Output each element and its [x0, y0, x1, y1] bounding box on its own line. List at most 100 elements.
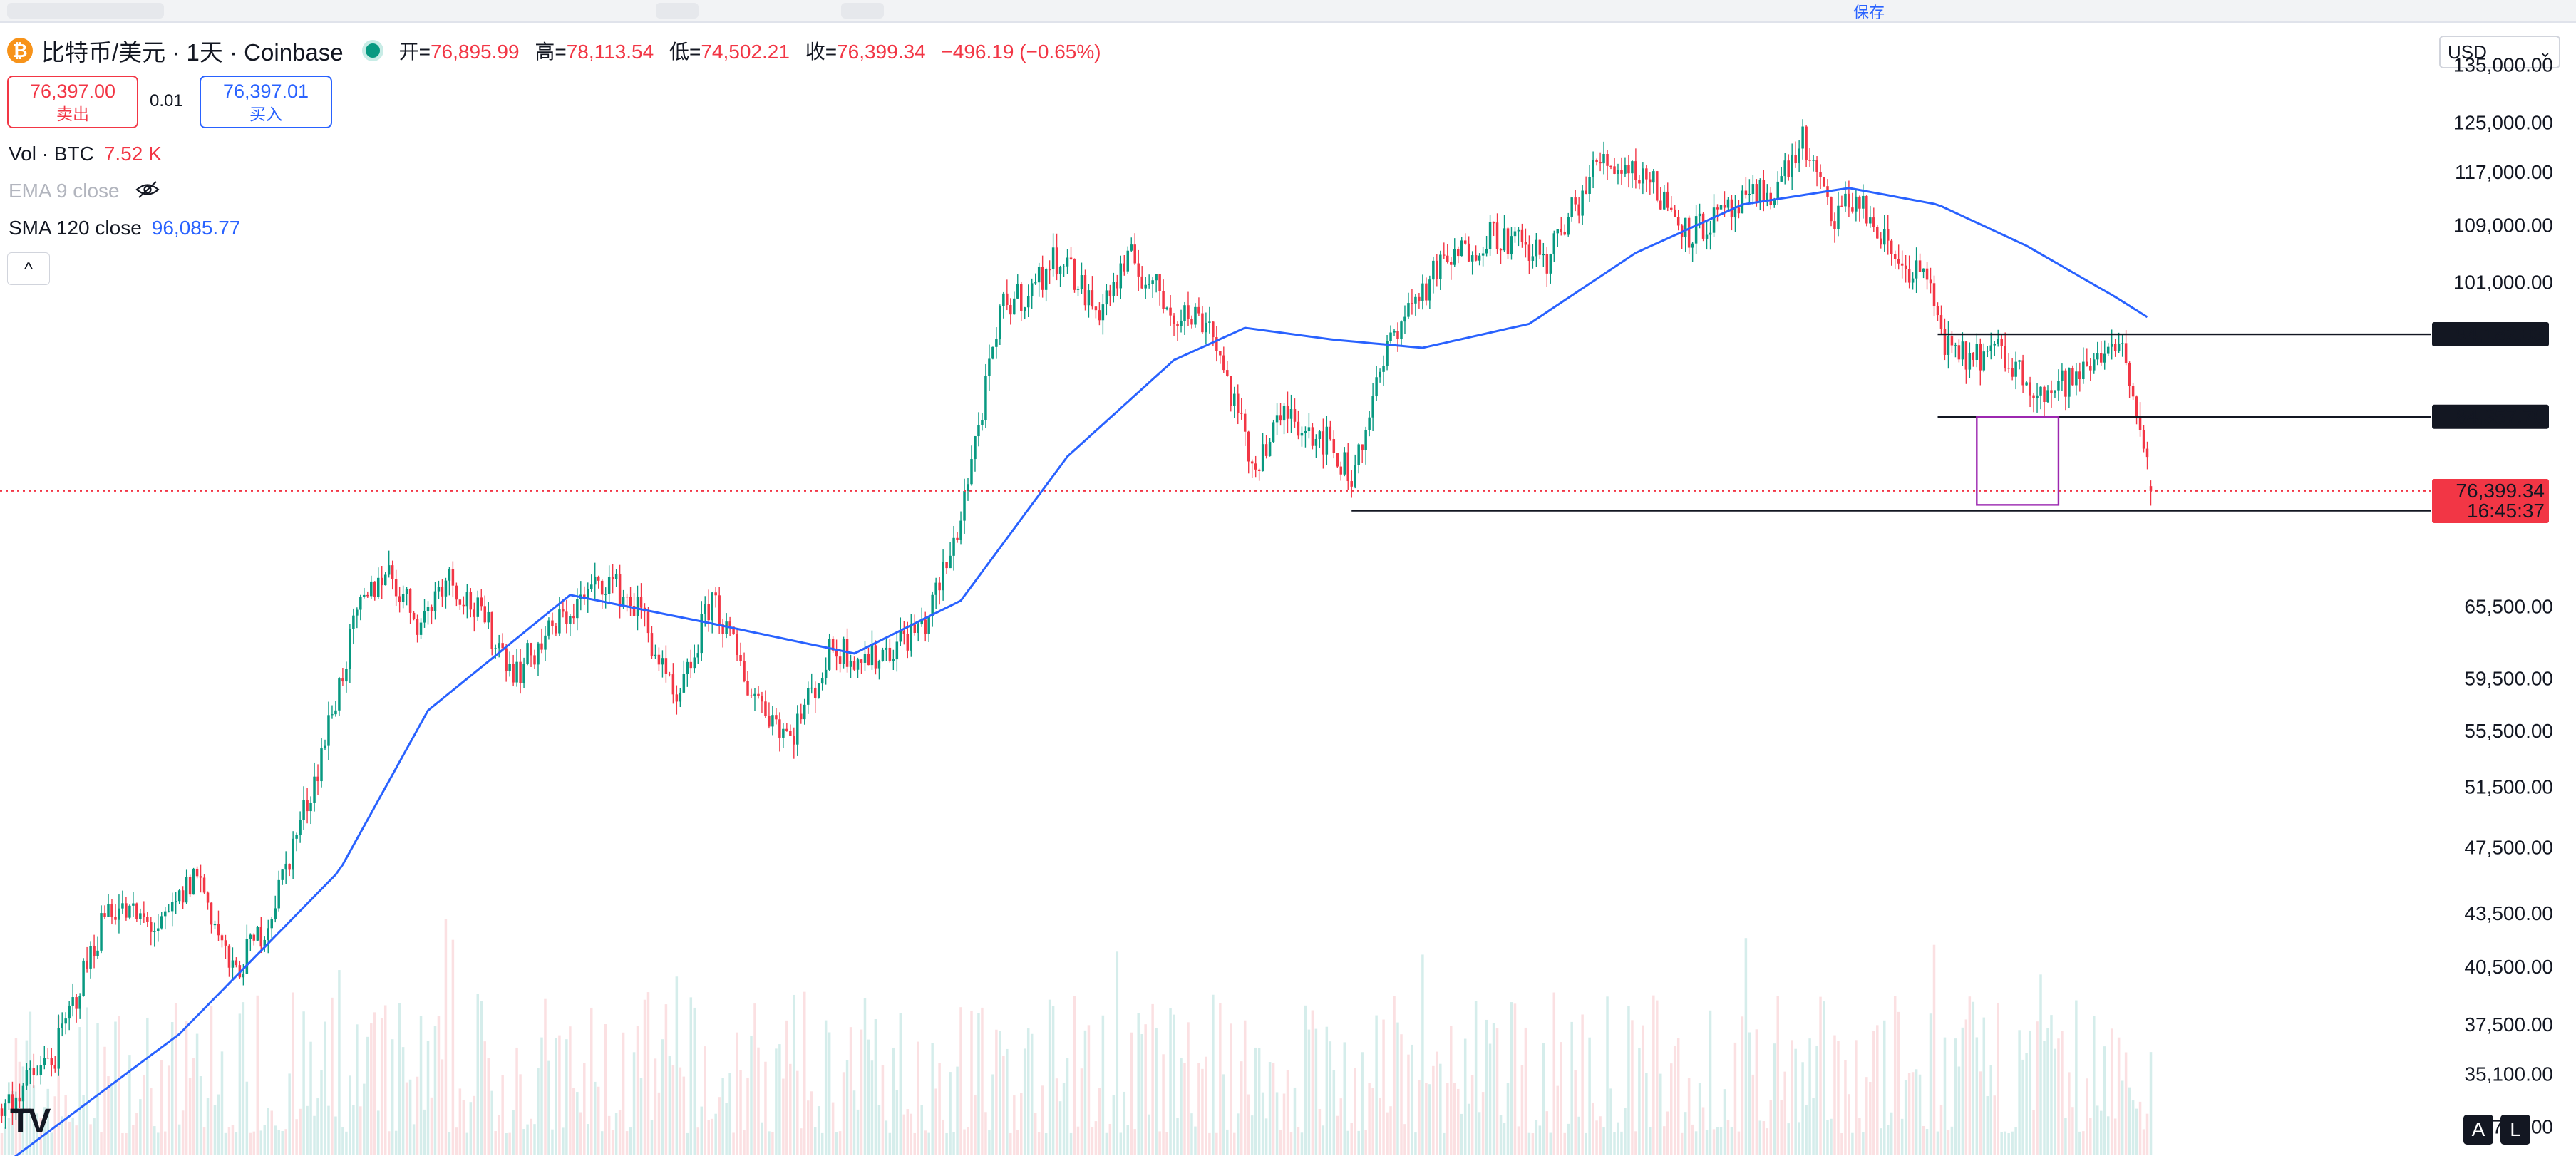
candle-body — [1943, 329, 1947, 355]
candle-body — [746, 681, 749, 696]
candle-body — [700, 614, 703, 654]
sma-line — [14, 187, 2148, 1156]
price-axis[interactable]: 135,000.00 125,000.00 117,000.00 109,000.00… — [2432, 54, 2553, 1138]
candle-body — [1773, 199, 1776, 205]
volume-bar — [530, 1118, 532, 1155]
sell-button[interactable]: 76,397.00 卖出 — [7, 76, 138, 128]
volume-bar — [1798, 1122, 1800, 1155]
candle-body — [181, 890, 185, 903]
candle-body — [1520, 229, 1524, 242]
candle-body — [398, 596, 401, 602]
volume-bar — [78, 1027, 81, 1155]
candle-body — [547, 620, 550, 636]
candle-body — [1403, 316, 1406, 322]
candle-body — [1705, 234, 1709, 239]
candle-body — [956, 537, 959, 540]
volume-bar — [999, 1031, 1001, 1155]
volume-bar — [611, 1130, 614, 1155]
toolbar-search[interactable] — [7, 3, 164, 19]
candle-body — [61, 1023, 63, 1028]
candle-body — [1972, 353, 1975, 360]
volume-bar — [2106, 1116, 2110, 1155]
volume-bar — [487, 1058, 490, 1155]
volume-bar — [646, 992, 650, 1155]
candle-body — [1649, 179, 1652, 183]
toolbar-button[interactable] — [841, 3, 884, 19]
volume-indicator-legend[interactable]: Vol · BTC 7.52 K — [9, 143, 162, 165]
toolbar-button[interactable] — [656, 3, 699, 19]
candle-body — [1257, 469, 1261, 471]
volume-bar — [1026, 1028, 1030, 1155]
currency-select[interactable]: USD ⌄ — [2439, 36, 2560, 68]
candle-body — [1058, 267, 1062, 274]
candle-body — [1165, 307, 1168, 309]
candle-body — [1556, 229, 1560, 234]
tradingview-logo[interactable]: TV — [10, 1103, 51, 1140]
candle-body — [739, 655, 742, 661]
volume-bar — [1257, 1048, 1261, 1155]
volume-bar — [1247, 1094, 1250, 1155]
volume-bar — [1893, 996, 1897, 1155]
volume-bar — [995, 1029, 998, 1155]
volume-bar — [505, 1132, 508, 1155]
volume-bar — [1155, 1028, 1158, 1155]
volume-bar — [753, 1003, 756, 1155]
candle-body — [39, 1065, 43, 1075]
candle-body — [2025, 382, 2028, 386]
volume-bar — [1527, 1132, 1531, 1155]
candle-body — [1272, 422, 1275, 443]
volume-bar — [910, 1113, 913, 1155]
volume-bar — [1432, 1065, 1435, 1155]
candle-body — [160, 916, 163, 929]
volume-bar — [501, 1075, 504, 1155]
candle-body — [1237, 393, 1240, 413]
auto-scale-button[interactable]: A — [2463, 1115, 2493, 1145]
price-tick-label: 43,500.00 — [2464, 902, 2553, 924]
volume-bar — [796, 1070, 799, 1155]
volume-bar — [313, 1115, 316, 1155]
volume-bar — [593, 1081, 597, 1155]
volume-bar — [1066, 1058, 1069, 1155]
log-scale-button[interactable]: L — [2500, 1115, 2530, 1145]
candle-body — [2131, 386, 2135, 397]
volume-bar — [1233, 1132, 1236, 1155]
volume-bar — [1183, 1063, 1186, 1155]
candle-body — [1325, 426, 1329, 455]
candle-body — [1733, 207, 1737, 217]
candle-body — [938, 582, 941, 591]
save-button[interactable]: 保存 — [1853, 4, 1885, 21]
collapse-legend-button[interactable]: ^ — [7, 252, 50, 285]
candle-body — [1495, 222, 1499, 249]
candle-body — [1411, 303, 1413, 304]
sma-indicator-legend[interactable]: SMA 120 close 96,085.77 — [9, 217, 241, 239]
volume-bar — [1595, 1120, 1598, 1155]
symbol-title[interactable]: 比特币/美元 · 1天 · Coinbase — [41, 39, 344, 66]
candle-body — [505, 648, 508, 671]
candlesticks — [0, 119, 2153, 1129]
buy-button[interactable]: 76,397.01 买入 — [200, 76, 332, 128]
volume-bar — [1467, 1103, 1470, 1155]
volume-bar — [1762, 1121, 1766, 1155]
volume-bar — [1989, 1065, 1992, 1155]
line-price-tag-1-text: 84,357.70 — [2456, 406, 2545, 428]
volume-bar — [728, 1073, 731, 1155]
volume-bar — [1929, 1013, 1932, 1155]
candle-body — [242, 973, 245, 978]
volume-bar — [813, 1127, 817, 1155]
candle-body — [143, 913, 145, 917]
candle-body — [327, 715, 330, 746]
candle-body — [870, 645, 874, 666]
candle-body — [764, 701, 767, 716]
volume-bar — [686, 1132, 689, 1155]
volume-bar — [476, 994, 480, 1155]
hidden-eye-icon[interactable] — [135, 180, 160, 204]
candle-body — [68, 1005, 71, 1019]
volume-bar — [1190, 1113, 1193, 1155]
volume-bar — [2142, 1129, 2145, 1155]
ema-indicator-legend[interactable]: EMA 9 close — [9, 180, 160, 204]
volume-bar — [1733, 1042, 1737, 1155]
volume-bar — [1123, 1091, 1126, 1155]
symbol-header: ₿ 比特币/美元 · 1天 · Coinbase 开=76,895.99 高=7… — [0, 33, 1111, 68]
volume-bar — [1631, 1020, 1634, 1155]
